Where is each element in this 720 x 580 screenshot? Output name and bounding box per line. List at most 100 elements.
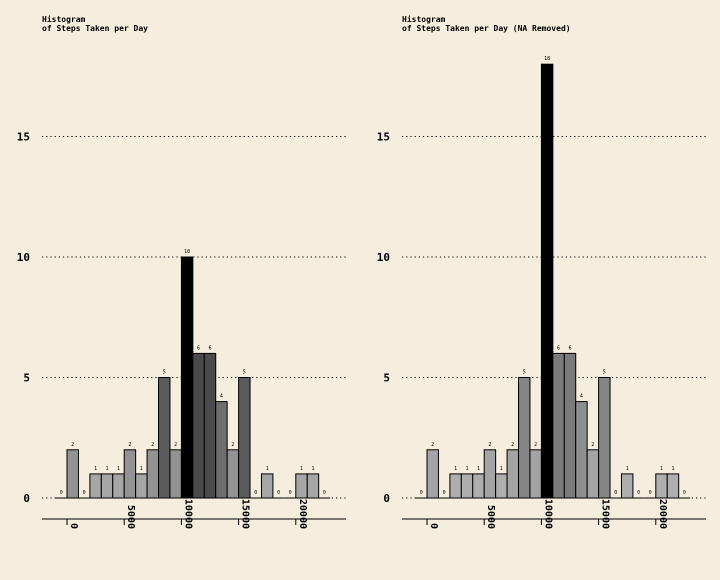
y-tick-label: 15 <box>377 131 390 144</box>
histogram-bar <box>620 473 634 499</box>
bar-count-label: 0 <box>289 490 292 496</box>
bar-count-label: 2 <box>591 442 594 448</box>
histogram-bar <box>180 256 194 499</box>
bar-count-label: 5 <box>243 370 246 376</box>
x-tick-label: 20000 <box>657 499 668 529</box>
histogram-bar <box>135 473 148 499</box>
x-tick-label: 0 <box>428 523 439 529</box>
bar-count-label: 1 <box>466 466 469 472</box>
bar-count-label: 0 <box>614 490 617 496</box>
histogram-bar <box>158 377 171 499</box>
bar-count-label: 4 <box>580 394 583 400</box>
bar-count-label: 1 <box>140 466 143 472</box>
histogram-bar <box>552 352 565 499</box>
bar-count-label: 0 <box>323 490 326 496</box>
bar-count-label: 2 <box>231 442 234 448</box>
bar-count-label: 1 <box>117 466 120 472</box>
bar-count-label: 0 <box>277 490 280 496</box>
left-panel: Histogram of Steps Taken per Day 0510150… <box>17 14 346 529</box>
histogram-bar <box>169 449 182 499</box>
histogram-bar <box>215 401 228 499</box>
histogram-bar <box>472 473 485 499</box>
bar-count-label: 1 <box>477 466 480 472</box>
y-tick-label: 5 <box>383 372 390 385</box>
bar-count-label: 0 <box>420 490 423 496</box>
y-tick-label: 0 <box>23 492 30 505</box>
bar-count-label: 0 <box>254 490 257 496</box>
bar-count-label: 1 <box>500 466 503 472</box>
histogram-bar <box>192 352 205 499</box>
histogram-bar <box>449 473 462 499</box>
histogram-bar <box>306 473 320 499</box>
bar-count-label: 18 <box>544 56 550 62</box>
bar-count-label: 1 <box>454 466 457 472</box>
right-panel: Histogram of Steps Taken per Day (NA Rem… <box>377 14 706 529</box>
left-chart-subtitle: of Steps Taken per Day <box>42 24 148 33</box>
bar-count-label: 1 <box>94 466 97 472</box>
bar-count-label: 2 <box>71 442 74 448</box>
bar-count-label: 6 <box>568 345 571 351</box>
bar-count-label: 1 <box>311 466 314 472</box>
bar-count-label: 2 <box>151 442 154 448</box>
bar-count-label: 2 <box>511 442 514 448</box>
bar-count-label: 6 <box>208 345 211 351</box>
histogram-bar <box>226 449 240 499</box>
bar-count-label: 2 <box>534 442 537 448</box>
bar-count-label: 1 <box>660 466 663 472</box>
histogram-bar <box>460 473 474 499</box>
histogram-bar <box>529 449 542 499</box>
x-tick-label: 15000 <box>600 499 611 529</box>
right-chart-title: Histogram <box>402 14 446 24</box>
bar-count-label: 10 <box>184 249 190 255</box>
x-tick-label: 20000 <box>297 499 308 529</box>
y-tick-label: 15 <box>17 131 30 144</box>
bar-count-label: 0 <box>60 490 63 496</box>
histogram-bar <box>506 449 520 499</box>
histogram-bar <box>260 473 274 499</box>
y-tick-label: 10 <box>17 251 30 264</box>
bar-count-label: 5 <box>603 370 606 376</box>
right-chart-subtitle: of Steps Taken per Day (NA Removed) <box>402 24 571 33</box>
bar-count-label: 5 <box>163 370 166 376</box>
x-tick-label: 5000 <box>485 505 496 529</box>
histogram-bar <box>426 449 439 499</box>
histogram-bar <box>666 473 680 499</box>
histogram-bar <box>655 473 668 499</box>
histogram-bar <box>203 352 217 499</box>
bar-count-label: 4 <box>220 394 223 400</box>
histogram-bar <box>483 449 497 499</box>
histogram-bar <box>518 377 531 499</box>
histogram-bar <box>295 473 308 499</box>
histogram-bar <box>100 473 114 499</box>
bar-count-label: 0 <box>637 490 640 496</box>
y-tick-label: 0 <box>383 492 390 505</box>
histogram-bar <box>66 449 79 499</box>
x-tick-label: 10000 <box>542 499 553 529</box>
histogram-bar <box>575 401 588 499</box>
histogram-bar <box>563 352 577 499</box>
histogram-bar <box>495 473 508 499</box>
histogram-bar <box>146 449 160 499</box>
bar-count-label: 2 <box>488 442 491 448</box>
bar-count-label: 1 <box>106 466 109 472</box>
bar-count-label: 0 <box>649 490 652 496</box>
bar-count-label: 1 <box>266 466 269 472</box>
bar-count-label: 0 <box>683 490 686 496</box>
bar-count-label: 6 <box>557 345 560 351</box>
bar-count-label: 2 <box>128 442 131 448</box>
x-tick-label: 5000 <box>125 505 136 529</box>
bar-count-label: 2 <box>431 442 434 448</box>
bar-count-label: 5 <box>523 370 526 376</box>
bar-count-label: 1 <box>671 466 674 472</box>
left-chart-title: Histogram <box>42 14 86 24</box>
bar-count-label: 0 <box>443 490 446 496</box>
histogram-bar <box>89 473 102 499</box>
histogram-bar <box>123 449 137 499</box>
x-tick-label: 10000 <box>182 499 193 529</box>
bar-count-label: 0 <box>83 490 86 496</box>
bar-count-label: 6 <box>197 345 200 351</box>
